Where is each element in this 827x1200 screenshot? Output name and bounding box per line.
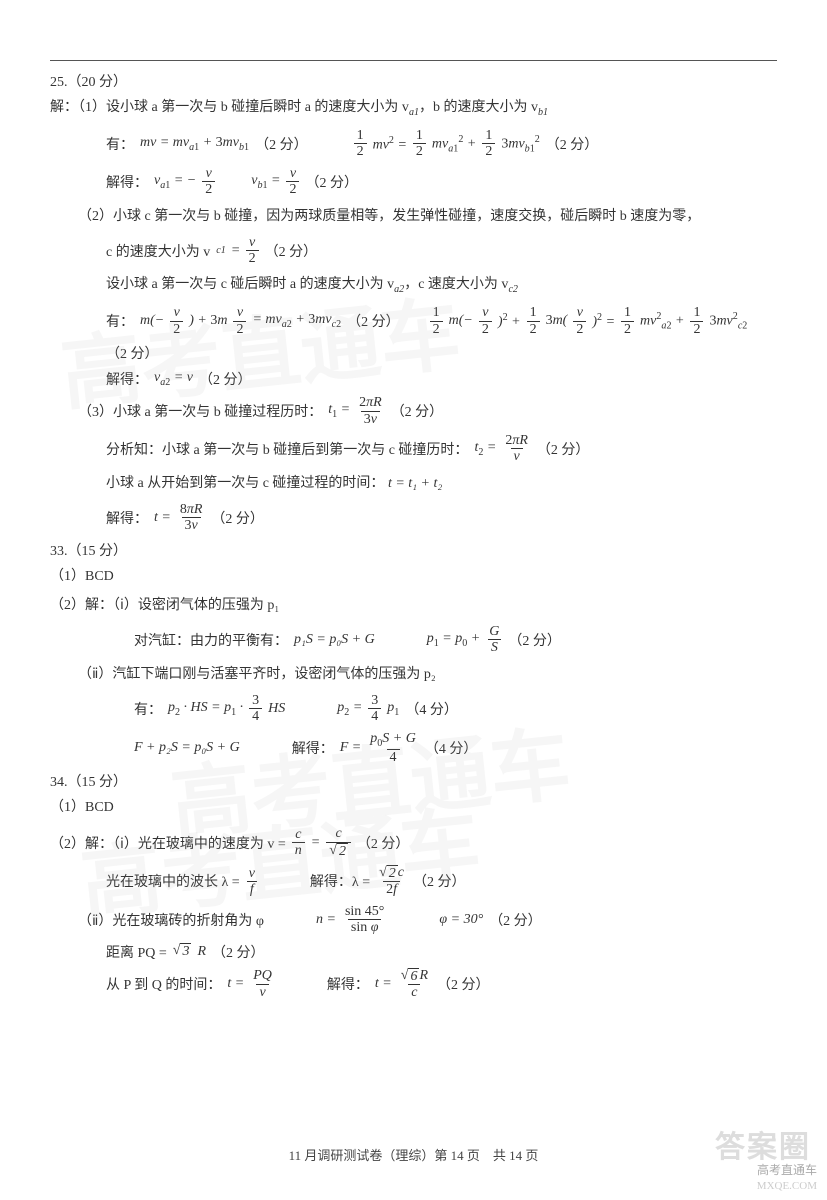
page-footer: 11 月调研测试卷（理综）第 14 页 共 14 页 [0,1145,827,1164]
q25-1-eq-momentum: 有： mv = mva1 + 3mvb1 （2 分） 12mv2 = 12mva… [50,128,777,160]
q34-2-lambda: 光在玻璃中的波长 λ = vf 解得：λ = 2c2f （2 分） [50,865,777,898]
q25-1-solve: 解得： va1 = − v2 vb1 = v2 （2 分） [50,166,777,198]
q25-3-solve: 解得： t = 8πR3v （2 分） [50,502,777,534]
q25-3-t1: （3）小球 a 第一次与 b 碰撞过程历时： t1 = 2πR3v （2 分） [50,395,777,427]
q33-1: （1）BCD [50,564,777,589]
q33-2-balance: 对汽缸：由力的平衡有： p₁S = p₀S + G p1 = p0 + GS （… [50,624,777,656]
corner-url: MXQE.COM [757,1179,817,1194]
q25-2-c-speed: c 的速度大小为 vc1 = v2 （2 分） [50,235,777,267]
answer-stamp: 答案圈 [715,1122,811,1166]
q34-2-ii: （ⅱ）光在玻璃砖的折射角为 φ n = sin 45°sin φ φ = 30°… [50,904,777,936]
q34-2-v: （2）解：（ⅰ）光在玻璃中的速度为 v = cn = c2 （2 分） [50,826,777,859]
q34-header: 34.（15 分） [50,771,777,791]
q25-2-solve: 解得： va2 = v （2 分） [50,369,777,389]
corner-watermark: 高考直通车 MXQE.COM [757,1162,817,1194]
corner-brand: 高考直通车 [757,1162,817,1179]
q25-3-sum: 小球 a 从开始到第一次与 c 碰撞过程的时间： t = t₁ + t₂ [50,471,777,496]
q34-1: （1）BCD [50,795,777,820]
q33-2-F: F + p₂S = p₀S + G 解得： F = p0S + G4 （4 分） [50,731,777,765]
q33-2-ii: （ⅱ）汽缸下端口刚与活塞平齐时，设密闭气体的压强为 p₂ [50,662,777,687]
q34-2-t: 从 P 到 Q 的时间： t = PQv 解得： t = 6Rc （2 分） [50,968,777,1001]
q25-1-intro: 解：（1）设小球 a 第一次与 b 碰撞后瞬时 a 的速度大小为 va1，b 的… [50,95,777,122]
q25-2-intro: （2）小球 c 第一次与 b 碰撞，因为两球质量相等，发生弹性碰撞，速度交换，碰… [50,204,777,229]
q25-2-eqs: 有： m(−v2) + 3mv2 = mva2 + 3mvc2 （2 分） 12… [50,305,777,363]
q25-2-set: 设小球 a 第一次与 c 碰后瞬时 a 的速度大小为 va2，c 速度大小为 v… [50,272,777,299]
q33-2-intro: （2）解：（ⅰ）设密闭气体的压强为 p₁ [50,593,777,618]
top-rule [50,60,777,61]
q25-header: 25.（20 分） [50,71,777,91]
page-content: 高考直通车 高考直通车 高考直通车 25.（20 分） 解：（1）设小球 a 第… [0,0,827,1200]
q33-2-ii-eq: 有： p2 · HS = p1 · 34HS p2 = 34p1 （4 分） [50,693,777,725]
q25-3-t2: 分析知：小球 a 第一次与 b 碰撞后到第一次与 c 碰撞历时： t2 = 2π… [50,433,777,465]
q33-header: 33.（15 分） [50,540,777,560]
q34-2-PQ: 距离 PQ = 3R （2 分） [50,942,777,962]
